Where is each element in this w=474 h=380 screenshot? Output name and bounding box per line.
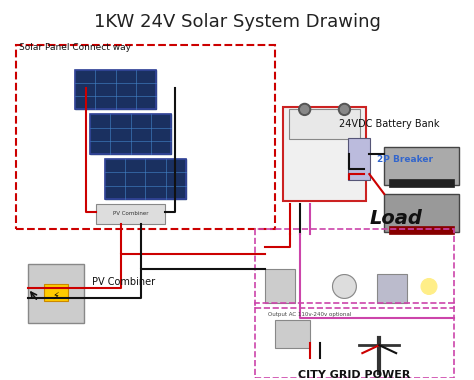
FancyBboxPatch shape	[265, 269, 295, 303]
Text: Output AC 110v-240v optional: Output AC 110v-240v optional	[268, 312, 351, 317]
Circle shape	[332, 274, 356, 298]
Circle shape	[338, 103, 350, 116]
Text: PV Combiner: PV Combiner	[113, 211, 148, 216]
FancyBboxPatch shape	[289, 109, 360, 139]
FancyBboxPatch shape	[96, 204, 165, 224]
Circle shape	[421, 279, 437, 295]
FancyBboxPatch shape	[75, 70, 156, 109]
FancyBboxPatch shape	[44, 283, 68, 301]
FancyBboxPatch shape	[275, 320, 310, 348]
FancyBboxPatch shape	[90, 114, 171, 154]
FancyBboxPatch shape	[384, 147, 459, 185]
FancyBboxPatch shape	[28, 264, 84, 323]
Text: PV Combiner: PV Combiner	[92, 277, 155, 287]
Text: CITY GRID POWER: CITY GRID POWER	[298, 370, 410, 380]
Text: 1KW 24V Solar System Drawing: 1KW 24V Solar System Drawing	[93, 13, 381, 31]
FancyBboxPatch shape	[389, 226, 454, 234]
FancyBboxPatch shape	[348, 138, 370, 180]
FancyBboxPatch shape	[384, 194, 459, 232]
Text: 24VDC Battery Bank: 24VDC Battery Bank	[339, 119, 439, 129]
Text: Solar Panel Connect way: Solar Panel Connect way	[19, 43, 131, 52]
FancyBboxPatch shape	[389, 179, 454, 187]
FancyBboxPatch shape	[377, 274, 407, 303]
FancyBboxPatch shape	[105, 159, 186, 199]
Text: ⚡: ⚡	[53, 290, 59, 301]
Circle shape	[299, 103, 310, 116]
Text: Load: Load	[369, 209, 422, 228]
FancyBboxPatch shape	[283, 108, 366, 201]
Circle shape	[301, 105, 309, 113]
Text: 2P Breaker: 2P Breaker	[377, 155, 433, 164]
Circle shape	[340, 105, 348, 113]
